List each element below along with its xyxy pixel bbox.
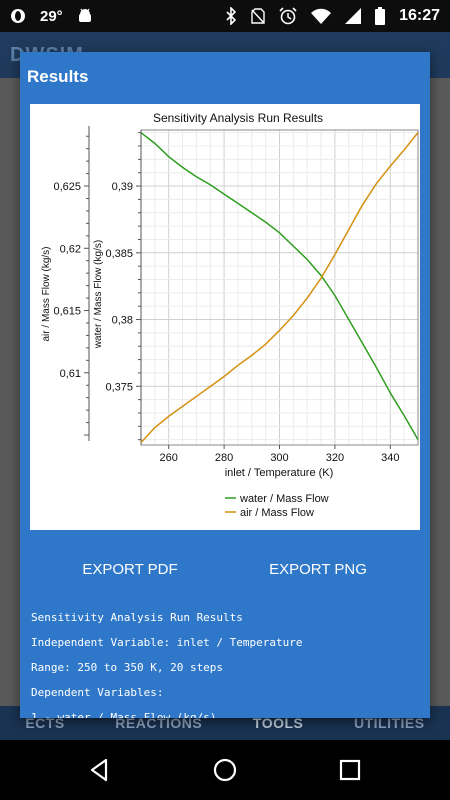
opera-icon (10, 8, 26, 24)
y-tick-label: 0,615 (53, 306, 81, 318)
home-icon (213, 758, 237, 782)
tab-tools: TOOLS (252, 715, 304, 731)
series-line-air (140, 132, 419, 444)
navigation-bar (0, 740, 450, 800)
bluetooth-icon (225, 7, 237, 25)
back-button[interactable] (86, 756, 114, 784)
y-axis-label-water: water / Mass Flow (kg/s) (93, 240, 104, 349)
summary-line: Range: 250 to 350 K, 20 steps (31, 661, 224, 674)
summary-line: Sensitivity Analysis Run Results (31, 611, 243, 624)
sensitivity-chart: Sensitivity Analysis Run Results 260 280 3… (41, 111, 419, 519)
back-icon (90, 758, 108, 782)
y-tick-label: 0,385 (105, 248, 133, 260)
chart-axes: 260 280 300 320 340 0,375 0,38 0,385 0,39 0,61 0,6… (53, 126, 399, 464)
x-tick-label: 320 (326, 452, 344, 464)
legend-label-air: air / Mass Flow (240, 507, 314, 519)
weather-temperature: 29° (40, 7, 63, 25)
no-sim-icon (251, 8, 265, 24)
tab-reactions: REACTIONS (115, 715, 203, 731)
status-bar: 29° 16:27 (0, 0, 450, 32)
recents-button[interactable] (336, 756, 364, 784)
wifi-icon (311, 8, 332, 24)
chart-grid (140, 130, 419, 445)
x-axis-label: inlet / Temperature (K) (225, 467, 334, 479)
summary-line: 1 - water / Mass Flow (kg/s) (31, 711, 217, 718)
chart-title: Sensitivity Analysis Run Results (153, 111, 323, 125)
y-tick-label: 0,375 (105, 381, 133, 393)
results-summary: Sensitivity Analysis Run Results Indepen… (31, 610, 423, 718)
y-tick-label: 0,625 (53, 181, 81, 193)
chart-legend: water / Mass Flow air / Mass Flow (225, 493, 329, 519)
results-dialog: Results Sensitivity Analysis Run Results… (20, 52, 430, 718)
recents-icon (339, 759, 361, 781)
y-axis-label-air: air / Mass Flow (kg/s) (41, 246, 52, 341)
x-tick-label: 260 (160, 452, 178, 464)
y-tick-label: 0,62 (60, 243, 81, 255)
x-tick-label: 280 (215, 452, 233, 464)
x-tick-label: 300 (270, 452, 288, 464)
chart-card: Sensitivity Analysis Run Results 260 280 3… (30, 104, 420, 530)
y-tick-label: 0,39 (112, 181, 133, 193)
alarm-icon (279, 7, 297, 25)
signal-icon (345, 8, 362, 24)
legend-label-water: water / Mass Flow (239, 493, 329, 505)
y-tick-label: 0,38 (112, 315, 133, 327)
tab-objects: ECTS (25, 715, 65, 731)
series-line-water (140, 132, 419, 441)
y-tick-label: 0,61 (60, 368, 81, 380)
x-tick-label: 340 (381, 452, 399, 464)
android-debug-icon (77, 8, 93, 24)
clock: 16:27 (399, 7, 440, 24)
summary-line: Dependent Variables: (31, 686, 164, 699)
export-pdf-button[interactable]: EXPORT PDF (82, 561, 178, 578)
tab-utilities: UTILITIES (354, 715, 425, 731)
summary-line: Independent Variable: inlet / Temperatur… (31, 636, 303, 649)
home-button[interactable] (211, 756, 239, 784)
dialog-title: Results (27, 67, 89, 86)
chart-series (140, 132, 419, 444)
battery-icon (375, 7, 386, 25)
export-png-button[interactable]: EXPORT PNG (269, 561, 367, 578)
